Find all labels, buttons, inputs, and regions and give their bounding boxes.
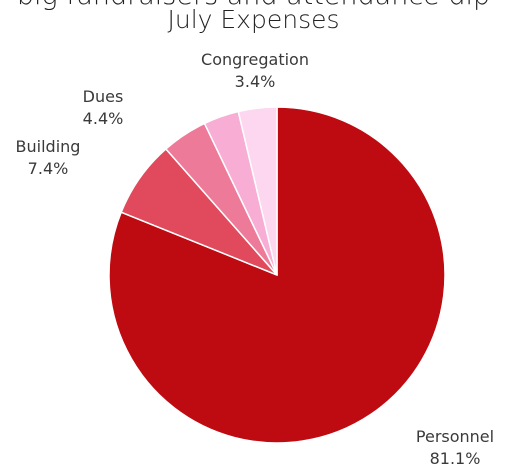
slice-label-personnel: Personnel 81.1%: [416, 426, 494, 470]
pie-slice-personnel: [108, 106, 446, 444]
slice-label-dues: Dues 4.4%: [83, 86, 124, 130]
slice-label-building: Building 7.4%: [16, 136, 81, 180]
slice-name-congregation: Congregation: [201, 50, 309, 69]
cut-off-header-text: big fundraisers and attendance dip: [0, 0, 507, 13]
slice-percent-personnel: 81.1%: [429, 449, 481, 468]
slice-label-congregation: Congregation 3.4%: [201, 49, 309, 93]
slice-percent-dues: 4.4%: [82, 109, 124, 128]
slice-name-dues: Dues: [82, 87, 124, 106]
pie-slice-unlabeled: [237, 106, 278, 276]
slice-name-building: Building: [15, 137, 81, 156]
slice-name-personnel: Personnel: [415, 427, 495, 446]
slice-percent-building: 7.4%: [27, 159, 69, 178]
slice-percent-congregation: 3.4%: [234, 72, 276, 91]
chart-title: July Expenses: [167, 5, 340, 34]
